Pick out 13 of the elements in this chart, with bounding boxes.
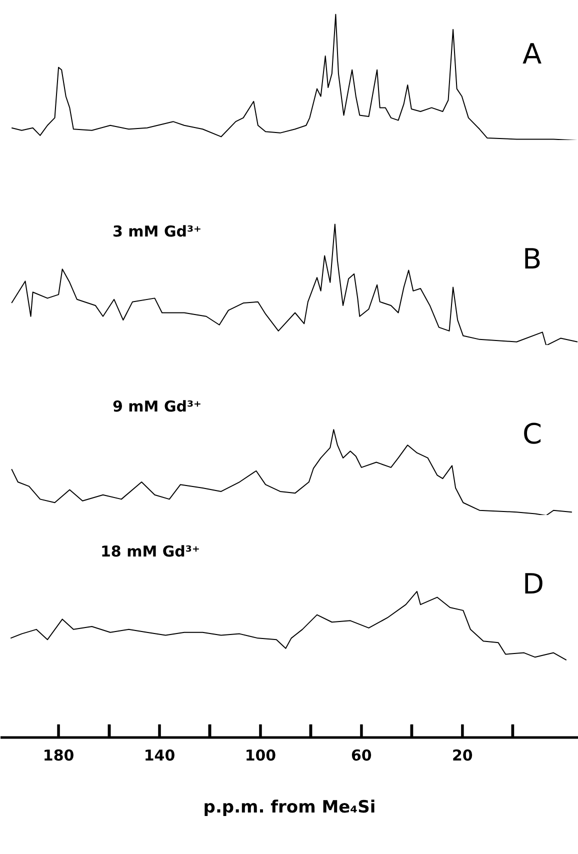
x-tick-label: 180 <box>42 746 74 764</box>
x-tick-label: 140 <box>144 746 176 764</box>
x-tick-label: 60 <box>350 746 372 764</box>
text: 18 mM Gd³⁺ <box>100 542 200 560</box>
x-tick-label: 20 <box>452 746 473 764</box>
x-axis-title: p.p.m. from Me₄Si <box>203 798 376 818</box>
annotation: 3 mM Gd³⁺ <box>112 222 202 240</box>
annotation: B <box>522 242 542 276</box>
x-tick-label: 100 <box>244 746 276 764</box>
annotation: A <box>522 38 542 70</box>
annotation: D <box>522 568 544 600</box>
text: 9 mM Gd³⁺ <box>112 398 202 416</box>
annotation: C <box>522 418 542 450</box>
